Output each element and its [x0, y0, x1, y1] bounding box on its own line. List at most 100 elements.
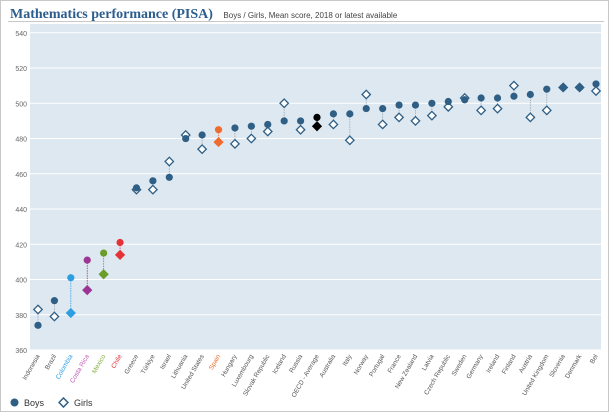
boys-point: [379, 104, 387, 113]
x-tick-label: Latvia: [421, 353, 436, 372]
boys-point: [67, 274, 75, 282]
girls-point: [246, 133, 257, 144]
legend-label-girls: Girls: [74, 397, 93, 408]
boys-point: [165, 173, 173, 181]
boys-point: [444, 97, 452, 106]
x-tick-label: Austria: [518, 353, 534, 374]
girls-point: [65, 307, 76, 319]
x-tick-label: Iceland: [271, 353, 288, 375]
boys-point: [461, 96, 469, 104]
chart-title: Mathematics performance (PISA): [10, 7, 213, 22]
x-tick-label: Russia: [288, 353, 304, 374]
boys-point: [34, 321, 42, 329]
girls-point: [393, 112, 405, 123]
boys-point: [362, 104, 370, 113]
boys-point: [50, 297, 59, 305]
x-tick-label: Germany: [465, 353, 485, 380]
legend: Boys Girls: [10, 397, 107, 408]
boys-point: [559, 83, 567, 92]
girls-point: [443, 101, 454, 112]
x-tick-label: Sweden: [451, 353, 469, 377]
girls-point: [147, 184, 159, 195]
x-tick-label: France: [387, 353, 403, 374]
boys-point: [214, 126, 223, 134]
x-tick-label: Ireland: [485, 353, 501, 374]
girls-point: [410, 115, 421, 127]
boys-point: [132, 184, 141, 192]
boys-point: [198, 131, 206, 139]
girls-point: [295, 124, 306, 135]
y-tick-label: 540: [15, 31, 27, 38]
boys-point: [329, 110, 338, 118]
legend-item-boys: Boys: [10, 398, 44, 408]
boys-point: [411, 101, 420, 109]
girls-point: [164, 156, 175, 167]
x-tick-label: Spain: [208, 353, 223, 371]
boys-point: [280, 117, 288, 125]
y-tick-label: 480: [15, 137, 27, 144]
y-tick-label: 460: [15, 172, 27, 179]
girls-point: [377, 119, 388, 130]
plot-area: [30, 24, 601, 350]
boys-point: [428, 99, 436, 107]
girls-point: [49, 311, 60, 322]
girls-point: [279, 98, 290, 109]
boys-point: [296, 117, 305, 125]
y-tick-label: 520: [15, 66, 27, 73]
girls-point: [508, 80, 520, 91]
x-tick-label: Denmark: [564, 353, 584, 380]
legend-item-girls: Girls: [58, 397, 93, 408]
girls-point: [114, 249, 126, 260]
x-tick-label: Australia: [318, 353, 337, 379]
x-tick-label: Brazil: [44, 353, 58, 371]
legend-circle-icon: [10, 398, 19, 407]
boys-point: [395, 101, 403, 109]
x-tick-label: Norway: [353, 353, 370, 376]
boys-point: [100, 249, 108, 257]
girls-point: [262, 126, 273, 137]
girls-point: [426, 110, 438, 121]
boys-point: [83, 256, 91, 264]
title-divider: [8, 21, 604, 22]
y-tick-label: 380: [15, 313, 27, 320]
girls-point: [82, 284, 93, 296]
girls-point: [311, 121, 323, 132]
girls-point: [590, 85, 602, 97]
boys-point: [493, 94, 502, 102]
chart-subtitle: Boys / Girls, Mean score, 2018 or latest…: [223, 11, 398, 20]
boys-point: [477, 94, 485, 102]
x-tick-label: Portugal: [368, 353, 386, 378]
y-tick-label: 400: [15, 278, 27, 285]
chart-header: Mathematics performance (PISA) Boys / Gi…: [10, 5, 397, 23]
boys-point: [116, 238, 124, 247]
girls-point: [492, 103, 503, 114]
legend-label-boys: Boys: [24, 397, 45, 408]
boys-point: [575, 83, 584, 92]
x-tick-label: Finland: [501, 353, 518, 375]
girls-point: [541, 105, 552, 116]
x-tick-label: Greece: [123, 353, 140, 375]
x-tick-label: Türkiye: [140, 353, 157, 375]
boys-point: [346, 110, 354, 118]
legend-diamond-icon: [58, 397, 70, 408]
girls-point: [328, 119, 339, 130]
boys-point: [592, 80, 600, 88]
girls-point: [361, 89, 372, 100]
girls-point: [213, 136, 224, 148]
x-tick-label: Israel: [159, 353, 173, 371]
x-tick-label: Mexico: [91, 353, 108, 375]
girls-point: [229, 138, 241, 149]
girls-point: [32, 304, 44, 315]
x-tick-label: Chile: [110, 353, 124, 370]
x-tick-label: Italy: [342, 353, 354, 367]
girls-point: [475, 105, 487, 116]
boys-point: [543, 85, 551, 93]
boys-point: [182, 134, 190, 143]
boys-point: [149, 177, 157, 185]
y-tick-label: 360: [15, 348, 27, 355]
x-tick-label: Bel: [589, 353, 600, 365]
boys-point: [231, 124, 239, 132]
x-tick-label: Indonesia: [22, 353, 42, 381]
girls-point: [196, 143, 208, 155]
